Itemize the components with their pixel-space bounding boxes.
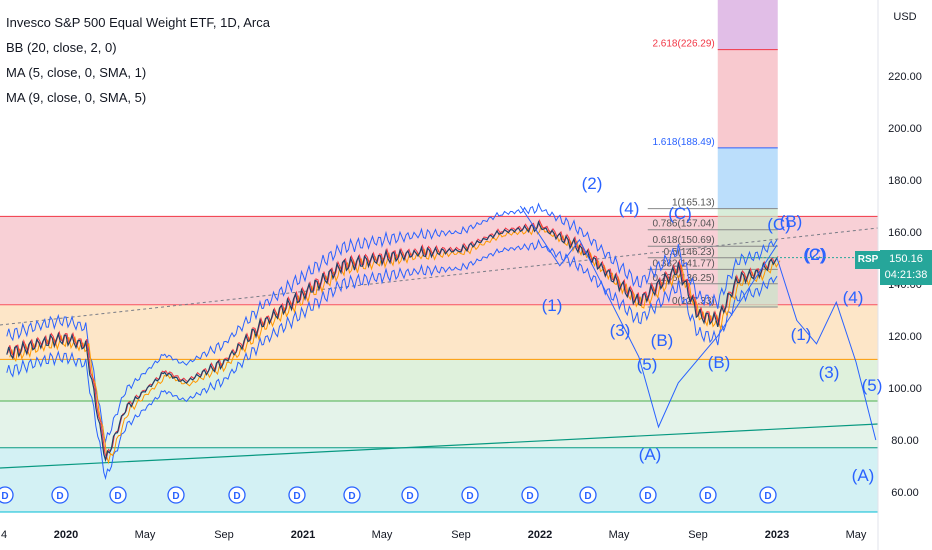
dividend-marker — [51, 486, 69, 504]
x-tick-label: Sep — [451, 529, 471, 541]
dividend-label: D — [348, 491, 355, 502]
y-tick-label: 160.00 — [888, 227, 922, 239]
x-tick-label: May — [135, 529, 156, 541]
dividend-label: D — [114, 491, 121, 502]
dividend-marker — [639, 486, 657, 504]
bb-lower — [6, 238, 778, 481]
chart-title: Invesco S&P 500 Equal Weight ETF, 1D, Ar… — [6, 15, 270, 30]
wave-label: (B) — [708, 353, 731, 372]
wave-label: (1) — [791, 325, 812, 344]
fib-label: 0.786(157.04) — [652, 219, 714, 230]
indicator-bb[interactable]: BB (20, close, 2, 0) — [6, 40, 117, 55]
x-tick-label: Sep — [214, 529, 234, 541]
y-axis-unit: USD — [893, 11, 916, 23]
wave-label: (3) — [610, 321, 631, 340]
dividend-marker — [521, 486, 539, 504]
dividend-marker — [401, 486, 419, 504]
x-tick-label: May — [372, 529, 393, 541]
wave-label: (C) — [803, 245, 827, 264]
x-tick-label: Sep — [688, 529, 708, 541]
wave-label: (B) — [780, 212, 803, 231]
wave-label: (1) — [542, 296, 563, 315]
y-tick-label: 80.00 — [891, 435, 919, 447]
band-cyan — [0, 447, 878, 512]
y-tick-label: 180.00 — [888, 175, 922, 187]
last-price-tag: 150.16 04:21:38 — [880, 250, 932, 285]
dividend-marker — [343, 486, 361, 504]
dividend-marker — [461, 486, 479, 504]
fib-label: 1(165.13) — [672, 198, 715, 209]
wave-label: (2) — [805, 245, 826, 264]
wave-label: (5) — [862, 376, 883, 395]
dividend-marker — [288, 486, 306, 504]
x-tick-label: May — [846, 529, 867, 541]
trend-support — [0, 423, 879, 469]
band-green — [0, 359, 878, 401]
dividend-marker — [0, 486, 14, 504]
dividend-label: D — [704, 491, 711, 502]
ma5-line — [7, 218, 779, 461]
dividend-label: D — [233, 491, 240, 502]
wave-projection — [776, 257, 877, 441]
band-orange — [0, 304, 878, 360]
dividend-label: D — [466, 491, 473, 502]
symbol-tag: RSP — [855, 251, 881, 269]
dividend-label: D — [406, 491, 413, 502]
dividend-marker — [759, 486, 777, 504]
fib-label: 2.618(226.29) — [652, 39, 714, 50]
wave-label: (C) — [767, 215, 791, 234]
price-line — [6, 220, 778, 463]
wave-label: (3) — [819, 363, 840, 382]
legend: Invesco S&P 500 Equal Weight ETF, 1D, Ar… — [6, 10, 270, 110]
fib-zone-purple — [717, 0, 778, 50]
dividend-marker — [579, 486, 597, 504]
dividend-label: D — [293, 491, 300, 502]
x-tick-label: 2023 — [765, 529, 789, 541]
dividend-marker — [167, 486, 185, 504]
fib-label: 0.5(146.23) — [664, 247, 715, 258]
y-tick-label: 120.00 — [888, 331, 922, 343]
wave-label: (A) — [639, 445, 662, 464]
fib-label: 1.618(188.49) — [652, 137, 714, 148]
fib-zone-pink — [717, 49, 778, 148]
wave-label: (B) — [651, 331, 674, 350]
wave-label: (A) — [852, 466, 875, 485]
y-tick-label: 220.00 — [888, 71, 922, 83]
wave-label: (5) — [637, 355, 658, 374]
dividend-label: D — [1, 491, 8, 502]
fib-zone-blue — [717, 147, 778, 209]
y-tick-label: 200.00 — [888, 123, 922, 135]
x-tick-label: May — [609, 529, 630, 541]
dividend-label: D — [584, 491, 591, 502]
wave-label: (4) — [619, 199, 640, 218]
dividend-label: D — [172, 491, 179, 502]
wave-label: (2) — [582, 174, 603, 193]
x-tick-label: 2020 — [54, 529, 78, 541]
countdown: 04:21:38 — [884, 269, 928, 281]
dividend-marker — [109, 486, 127, 504]
indicator-ma9[interactable]: MA (9, close, 0, SMA, 5) — [6, 90, 147, 105]
dividend-marker — [228, 486, 246, 504]
bb-upper — [6, 202, 778, 444]
x-tick-label: 4 — [1, 529, 7, 541]
indicator-ma5[interactable]: MA (5, close, 0, SMA, 1) — [6, 65, 147, 80]
fib-label: 0.618(150.69) — [652, 235, 714, 246]
dividend-label: D — [526, 491, 533, 502]
x-tick-label: 2021 — [291, 529, 315, 541]
y-tick-label: 60.00 — [891, 487, 919, 499]
dividend-label: D — [764, 491, 771, 502]
y-tick-label: 100.00 — [888, 383, 922, 395]
dividend-marker — [699, 486, 717, 504]
dividend-label: D — [644, 491, 651, 502]
wave-label: (4) — [843, 288, 864, 307]
dividend-label: D — [56, 491, 63, 502]
wave-path — [519, 205, 778, 429]
last-price-value: 150.16 — [889, 253, 923, 265]
x-tick-label: 2022 — [528, 529, 552, 541]
wave-label: (C) — [668, 204, 692, 223]
